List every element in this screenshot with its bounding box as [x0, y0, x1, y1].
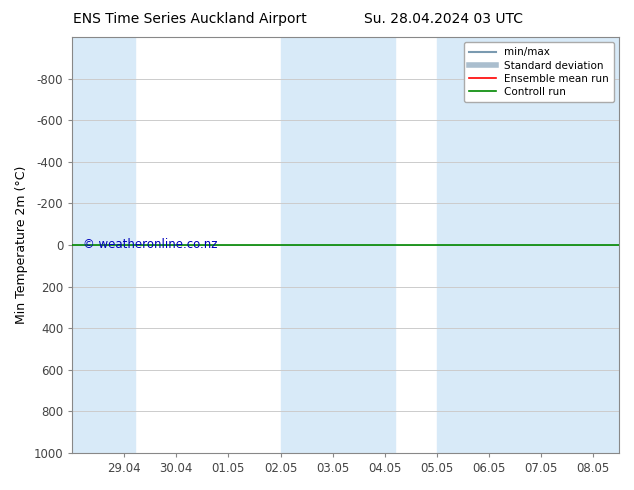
Bar — [280, 37, 395, 453]
Bar — [437, 37, 619, 453]
Text: Su. 28.04.2024 03 UTC: Su. 28.04.2024 03 UTC — [365, 12, 523, 26]
Bar — [72, 37, 134, 453]
Y-axis label: Min Temperature 2m (°C): Min Temperature 2m (°C) — [15, 166, 28, 324]
Legend: min/max, Standard deviation, Ensemble mean run, Controll run: min/max, Standard deviation, Ensemble me… — [464, 42, 614, 102]
Text: ENS Time Series Auckland Airport: ENS Time Series Auckland Airport — [74, 12, 307, 26]
Text: © weatheronline.co.nz: © weatheronline.co.nz — [83, 238, 217, 251]
